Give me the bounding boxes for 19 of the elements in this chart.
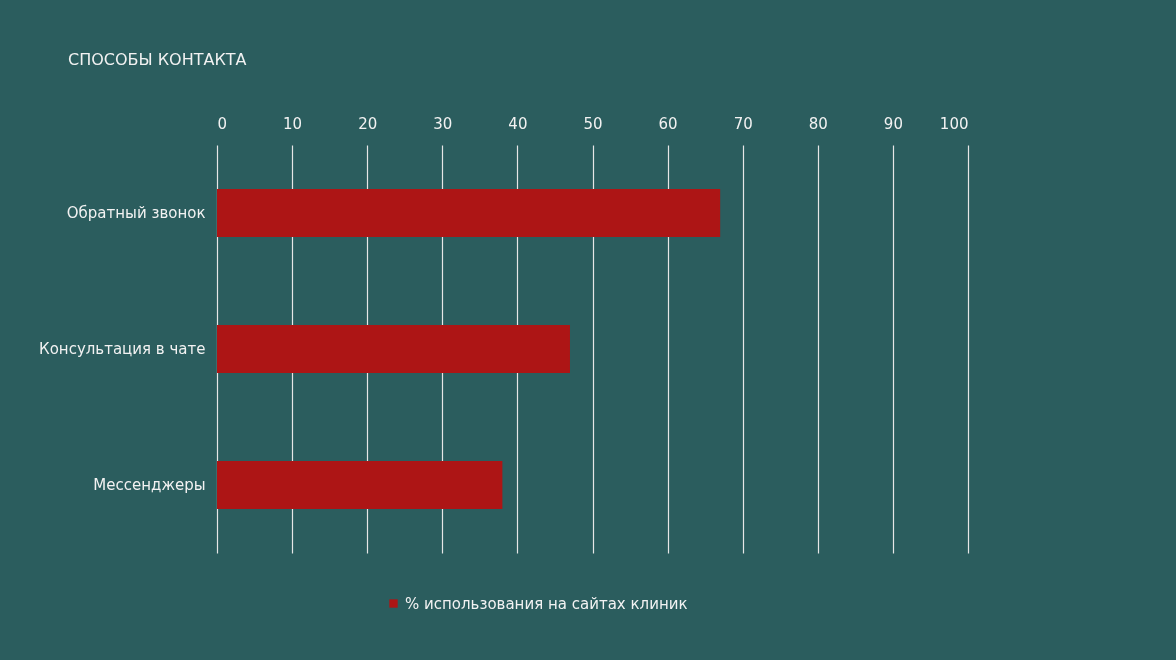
bar: [217, 189, 721, 237]
x-tick-label: 80: [808, 114, 828, 133]
y-tick-label: Консультация в чате: [39, 340, 206, 358]
x-tick-label: 30: [433, 114, 453, 133]
bar: [217, 461, 503, 509]
x-tick-label: 90: [883, 114, 903, 133]
chart-title: СПОСОБЫ КОНТАКТА: [68, 50, 247, 69]
x-tick-label: 50: [583, 114, 603, 133]
x-tick-label: 0: [217, 114, 228, 133]
x-tick-label: 60: [658, 114, 678, 133]
y-tick-label: Обратный звонок: [66, 204, 206, 222]
bar: [217, 325, 570, 373]
y-tick-label: Мессенджеры: [93, 476, 206, 494]
x-tick-label: 100: [939, 114, 969, 133]
x-tick-label: 10: [283, 114, 303, 133]
x-tick-label: 20: [358, 114, 378, 133]
x-tick-label: 40: [508, 114, 528, 133]
legend-label: % использования на сайтах клиник: [405, 594, 688, 613]
x-tick-label: 70: [733, 114, 753, 133]
